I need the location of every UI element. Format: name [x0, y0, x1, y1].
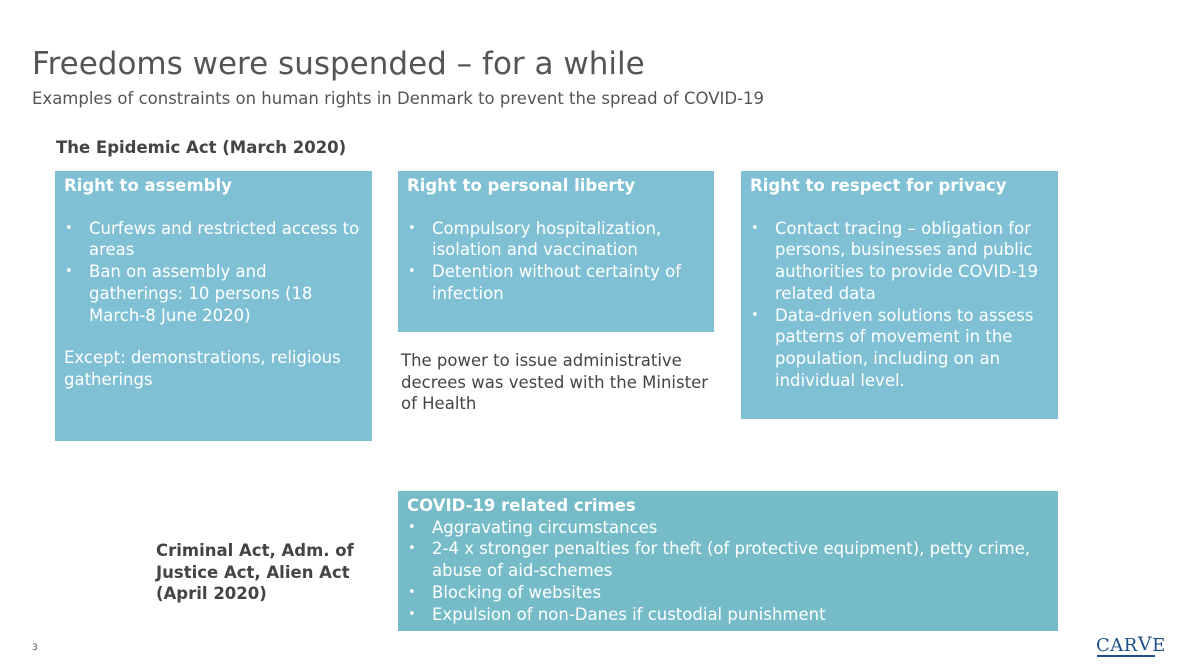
list-item: Blocking of websites	[407, 582, 1050, 604]
list-item: 2-4 x stronger penalties for theft (of p…	[407, 538, 1050, 581]
right-to-assembly-box: Right to assembly Curfews and restricted…	[55, 171, 372, 441]
right-to-assembly-list: Curfews and restricted access to areas B…	[64, 218, 364, 327]
right-to-privacy-box: Right to respect for privacy Contact tra…	[741, 171, 1058, 419]
right-to-personal-liberty-list: Compulsory hospitalization, isolation an…	[407, 218, 706, 305]
list-item: Compulsory hospitalization, isolation an…	[407, 218, 706, 261]
list-item: Contact tracing – obligation for persons…	[750, 218, 1050, 305]
list-item: Aggravating circumstances	[407, 517, 1050, 539]
list-item: Data-driven solutions to assess patterns…	[750, 305, 1050, 392]
right-to-privacy-list: Contact tracing – obligation for persons…	[750, 218, 1050, 392]
right-to-personal-liberty-heading: Right to personal liberty	[407, 176, 636, 195]
administrative-decrees-text: The power to issue administrative decree…	[401, 351, 708, 414]
right-to-assembly-heading: Right to assembly	[64, 176, 232, 195]
logo-text-end: E	[1152, 635, 1166, 656]
list-item: Expulsion of non-Danes if custodial puni…	[407, 604, 1050, 626]
epidemic-act-label: The Epidemic Act (March 2020)	[56, 138, 347, 157]
criminal-act-label: Criminal Act, Adm. of Justice Act, Alien…	[156, 541, 354, 604]
logo-underline	[1097, 655, 1155, 657]
covid-related-crimes-box: COVID-19 related crimes Aggravating circ…	[398, 491, 1058, 631]
page-number: 3	[32, 643, 38, 653]
assembly-exception-note: Except: demonstrations, religious gather…	[64, 348, 341, 389]
right-to-personal-liberty-box: Right to personal liberty Compulsory hos…	[398, 171, 714, 332]
right-to-privacy-heading: Right to respect for privacy	[750, 176, 1007, 195]
list-item: Curfews and restricted access to areas	[64, 218, 364, 261]
list-item: Ban on assembly and gatherings: 10 perso…	[64, 261, 364, 326]
slide-subtitle: Examples of constraints on human rights …	[32, 89, 765, 108]
logo-text-start: CAR	[1096, 635, 1138, 656]
covid-related-crimes-list: Aggravating circumstances 2-4 x stronger…	[407, 517, 1050, 626]
covid-related-crimes-heading: COVID-19 related crimes	[407, 496, 636, 515]
slide-title: Freedoms were suspended – for a while	[32, 46, 645, 82]
logo-text-v: V	[1137, 633, 1153, 655]
carve-logo: CARVE	[1096, 633, 1166, 656]
list-item: Detention without certainty of infection	[407, 261, 706, 304]
